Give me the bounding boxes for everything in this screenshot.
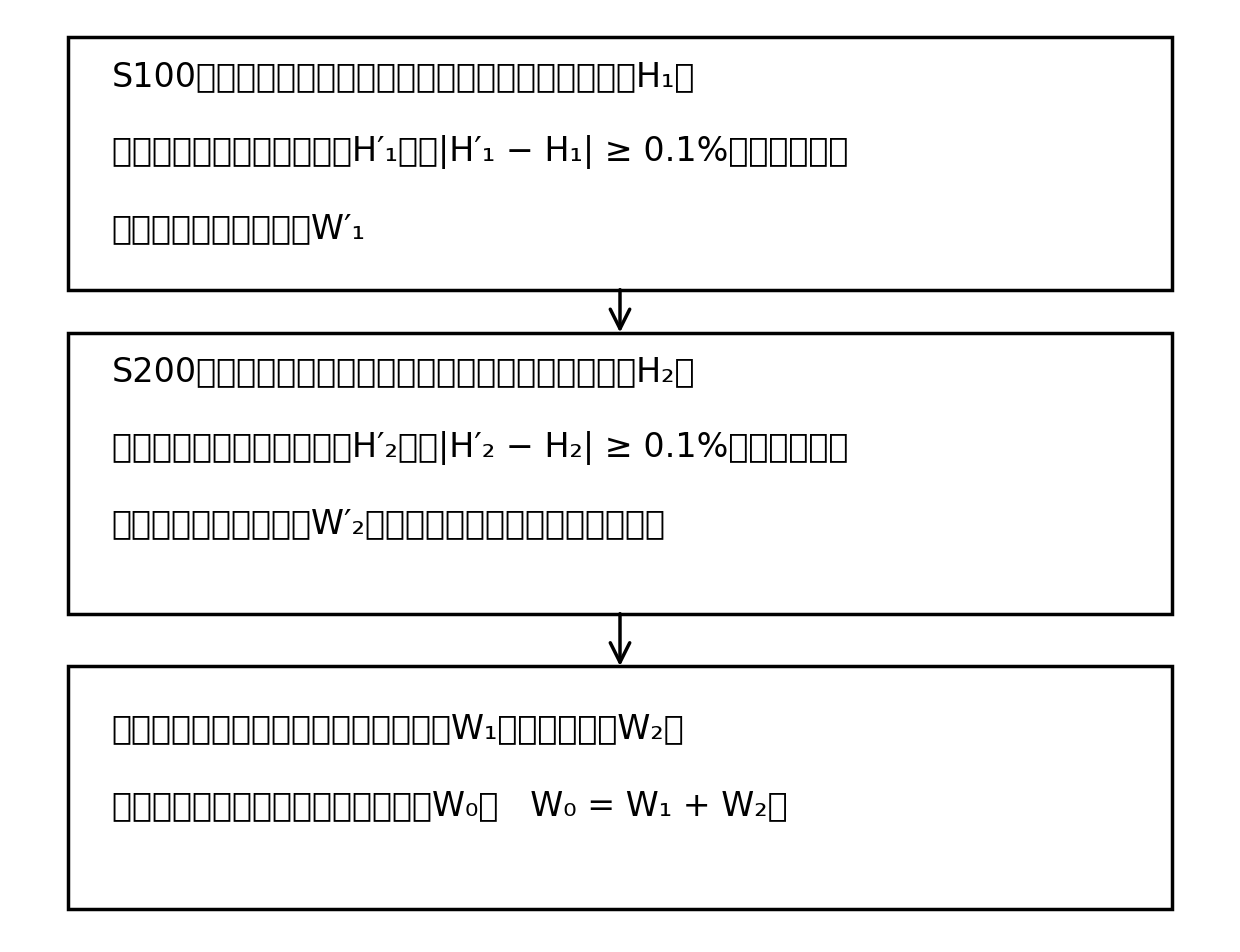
Text: 通过调节烧结混料过程中的一混加水量W₁和二混加水量W₂，: 通过调节烧结混料过程中的一混加水量W₁和二混加水量W₂， — [112, 712, 684, 744]
Text: 混料过程中加水量为：W′₂，进而控制二混过程中的加水量；: 混料过程中加水量为：W′₂，进而控制二混过程中的加水量； — [112, 507, 666, 540]
Text: 检测二混后混合料的水分为H′₂；当|H′₂ − H₂| ≥ 0.1%时，修正烧结: 检测二混后混合料的水分为H′₂；当|H′₂ − H₂| ≥ 0.1%时，修正烧结 — [112, 430, 848, 465]
FancyBboxPatch shape — [68, 333, 1172, 614]
Text: S200、控制二混过程中混合料的水分，先设定目标水分H₂；: S200、控制二混过程中混合料的水分，先设定目标水分H₂； — [112, 355, 696, 387]
Text: S100、控制一混过程中混合料的水分，先设定目标水分H₁；: S100、控制一混过程中混合料的水分，先设定目标水分H₁； — [112, 60, 694, 92]
Text: 进而控制烧结混料过程中的总加水量W₀，   W₀ = W₁ + W₂。: 进而控制烧结混料过程中的总加水量W₀， W₀ = W₁ + W₂。 — [112, 788, 787, 821]
Text: 混料过程中加水量为：W′₁: 混料过程中加水量为：W′₁ — [112, 212, 366, 245]
FancyBboxPatch shape — [68, 38, 1172, 290]
Text: 检测一混后混合料的水分为H′₁；当|H′₁ − H₁| ≥ 0.1%时，修正烧结: 检测一混后混合料的水分为H′₁；当|H′₁ − H₁| ≥ 0.1%时，修正烧结 — [112, 135, 848, 169]
FancyBboxPatch shape — [68, 666, 1172, 909]
